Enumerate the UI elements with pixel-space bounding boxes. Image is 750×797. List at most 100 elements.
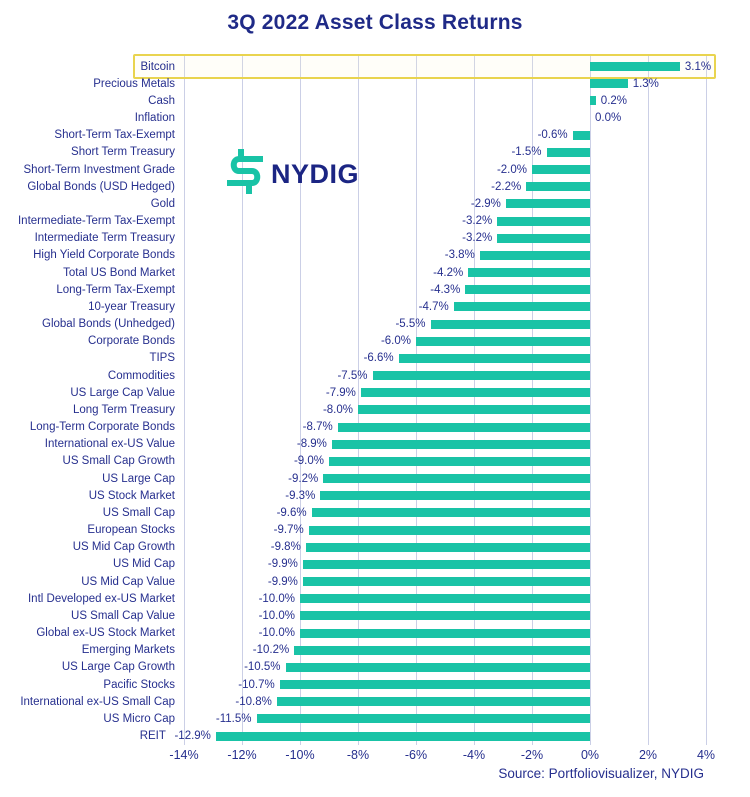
bar-us-mid-cap-growth <box>305 542 590 552</box>
gridline-0% <box>590 55 591 745</box>
bar-bitcoin <box>590 62 680 71</box>
category-label: Total US Bond Market <box>63 266 175 279</box>
category-label: US Mid Cap Growth <box>72 541 175 554</box>
value-label: -9.6% <box>276 506 307 519</box>
value-label: -10.2% <box>252 644 290 657</box>
value-label: -0.6% <box>537 129 568 142</box>
bar-intermediate-term-treasury <box>497 233 590 243</box>
category-label: Long-Term Corporate Bonds <box>29 421 175 434</box>
bar-gold <box>505 199 590 209</box>
value-label: -7.9% <box>325 386 356 399</box>
bar-short-term-treasury <box>546 147 590 157</box>
category-label: Long Term Treasury <box>72 403 175 416</box>
category-label: Corporate Bonds <box>88 335 175 348</box>
bar-global-bonds-usd-hedged- <box>526 182 590 192</box>
category-label: US Large Cap <box>102 472 175 485</box>
bar-global-bonds-unhedged- <box>430 319 590 329</box>
bar-international-ex-us-value <box>331 439 590 449</box>
value-label: -9.9% <box>267 575 298 588</box>
category-label: Intermediate-Term Tax-Exempt <box>17 215 175 228</box>
value-label: -9.9% <box>267 558 298 571</box>
category-label: Short-Term Investment Grade <box>23 163 175 176</box>
bar-long-term-tax-exempt <box>465 285 590 295</box>
value-label: -8.7% <box>302 421 333 434</box>
x-axis-tick-label: 0% <box>580 748 600 762</box>
bar-us-large-cap-growth <box>285 662 590 672</box>
gridline--2% <box>532 55 533 745</box>
value-label: -7.5% <box>337 369 368 382</box>
gridline-4% <box>706 55 707 745</box>
category-label: Inflation <box>134 112 175 124</box>
category-label: REIT <box>139 730 166 743</box>
nydig-dollar-sign-icon <box>226 147 264 202</box>
category-label: US Small Cap <box>102 506 175 519</box>
bar-total-us-bond-market <box>468 268 590 278</box>
x-axis-tick-label: -4% <box>462 748 486 762</box>
value-label: -10.0% <box>258 609 295 622</box>
x-axis-tick-label: -10% <box>285 748 315 762</box>
bar-global-ex-us-stock-market <box>300 628 590 638</box>
bar-precious-metals <box>590 79 628 89</box>
nydig-logo: NYDIG <box>226 147 359 202</box>
gridline--6% <box>416 55 417 745</box>
bar-commodities <box>372 371 590 381</box>
bar-reit <box>215 731 590 741</box>
category-label: US Mid Cap Value <box>81 575 175 588</box>
category-label: High Yield Corporate Bonds <box>33 249 175 262</box>
value-label: -2.2% <box>491 180 522 193</box>
bar-us-small-cap <box>311 508 590 518</box>
value-label: -9.8% <box>270 541 301 554</box>
category-label: TIPS <box>149 352 175 365</box>
category-label: Global ex-US Stock Market <box>36 627 175 640</box>
bitcoin-highlight-box <box>133 54 716 79</box>
bar-us-large-cap <box>323 474 590 484</box>
bar-emerging-markets <box>294 645 590 655</box>
gridline--10% <box>300 55 301 745</box>
bar-us-small-cap-value <box>300 611 590 621</box>
value-label: 3.1% <box>684 60 712 73</box>
gridline--14% <box>184 55 185 745</box>
value-label: 0.0% <box>595 112 622 124</box>
category-label: US Small Cap Growth <box>62 455 175 468</box>
category-label: US Small Cap Value <box>71 609 175 622</box>
value-label: -8.0% <box>322 403 353 416</box>
value-label: -10.0% <box>258 627 295 640</box>
bar-cash <box>590 96 596 106</box>
value-label: -5.5% <box>395 318 426 331</box>
value-label: -9.2% <box>288 472 319 485</box>
category-label: Pacific Stocks <box>103 678 175 691</box>
x-axis-tick-label: -8% <box>346 748 370 762</box>
bar-us-small-cap-growth <box>329 456 590 466</box>
category-label: International ex-US Small Cap <box>20 695 175 708</box>
value-label: -10.5% <box>244 661 281 674</box>
category-label: US Large Cap Value <box>70 386 175 399</box>
category-label: Gold <box>150 197 175 210</box>
value-label: -4.2% <box>433 266 464 279</box>
value-label: -3.2% <box>462 215 493 228</box>
value-label: -9.3% <box>285 489 316 502</box>
bar-short-term-investment-grade <box>532 165 590 175</box>
chart-title: 3Q 2022 Asset Class Returns <box>227 11 523 34</box>
value-label: -2.0% <box>496 163 527 176</box>
bar-us-mid-cap-value <box>302 577 590 587</box>
x-axis-tick-label: -12% <box>227 748 257 762</box>
category-label: Global Bonds (Unhedged) <box>42 318 175 331</box>
value-label: -1.5% <box>511 146 542 159</box>
bar-intermediate-term-tax-exempt <box>497 216 590 226</box>
category-label: US Micro Cap <box>103 712 175 725</box>
value-label: -6.0% <box>380 335 411 348</box>
source-attribution: Source: Portfoliovisualizer, NYDIG <box>498 766 704 781</box>
category-label: Long-Term Tax-Exempt <box>56 283 175 296</box>
value-label: -9.7% <box>273 524 304 537</box>
value-label: -11.5% <box>215 712 252 725</box>
category-label: Cash <box>148 94 175 107</box>
category-label: US Mid Cap <box>113 558 175 571</box>
bar-us-stock-market <box>320 491 590 501</box>
category-label: Bitcoin <box>140 60 175 73</box>
category-label: European Stocks <box>87 524 175 537</box>
bar-european-stocks <box>308 525 590 535</box>
bar-international-ex-us-small-cap <box>276 697 590 707</box>
bar-pacific-stocks <box>279 680 590 690</box>
category-label: US Stock Market <box>88 489 175 502</box>
